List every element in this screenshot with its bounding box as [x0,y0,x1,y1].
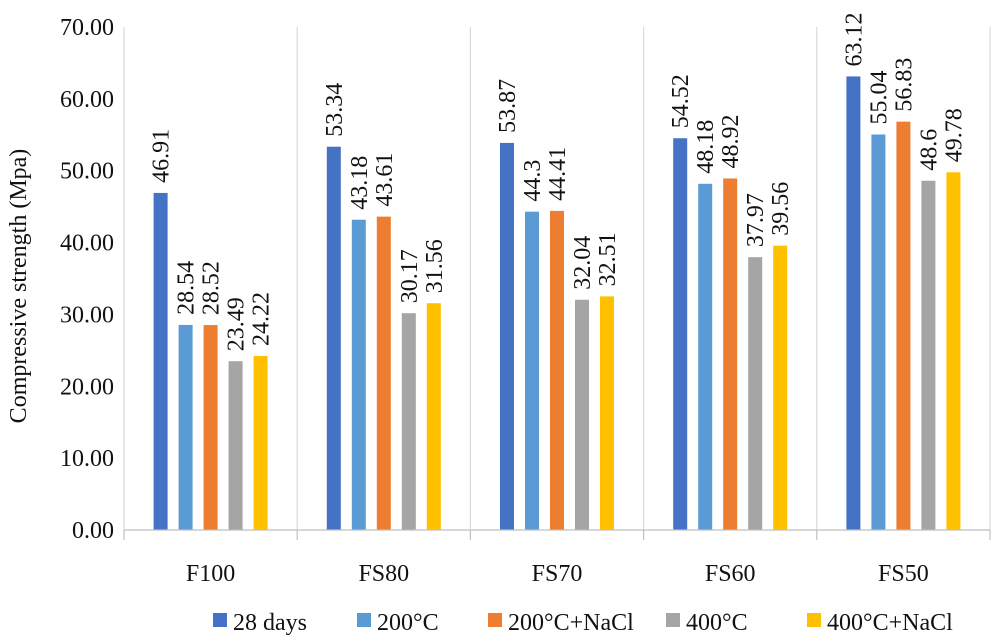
bar [153,192,168,530]
bar [376,216,391,531]
x-tick-label: FS80 [358,561,409,587]
bar [178,324,193,530]
bar [500,142,514,530]
x-tick-label: FS70 [532,561,583,587]
bar [228,361,243,530]
data-label: 55.04 [866,70,892,124]
bar [871,134,886,530]
bar [846,76,861,530]
data-label: 56.83 [891,58,917,112]
data-label: 28.52 [199,261,225,315]
legend-label: 400°C [686,610,748,636]
data-label: 44.3 [520,160,546,202]
data-label: 49.78 [941,108,967,162]
data-label: 43.18 [347,156,373,210]
grid-lines [123,27,991,530]
bar [575,299,589,530]
data-label: 23.49 [224,297,250,351]
bar [525,211,539,530]
x-tick-label: FS60 [705,561,756,587]
y-tick-label: 0.00 [72,518,114,544]
legend-swatch [213,613,227,627]
y-axis-title: Compressive strength (Mpa) [6,149,32,424]
legend-swatch [807,613,821,627]
data-label: 32.51 [595,232,621,286]
bar [748,257,763,530]
bar [600,296,614,530]
data-label: 28.54 [174,261,200,315]
y-tick-label: 30.00 [60,302,114,328]
data-label: 44.41 [545,147,571,201]
bar [203,325,218,530]
bar [351,219,366,530]
legend-swatch [488,613,502,627]
legend-swatch [666,613,680,627]
data-label: 39.56 [768,182,794,236]
x-tick-label: FS50 [878,561,929,587]
legend-label: 400°C+NaCl [827,610,953,636]
data-label: 43.61 [372,153,398,207]
data-label: 46.91 [149,129,175,183]
bar [946,172,961,530]
data-label: 48.6 [916,129,942,171]
data-label: 37.97 [743,193,769,247]
y-tick-label: 10.00 [60,446,114,472]
y-tick-label: 60.00 [60,87,114,113]
legend-label: 200°C [377,610,439,636]
y-tick-label: 20.00 [60,374,114,400]
data-label: 32.04 [570,236,596,290]
legend: 28 days 200°C 200°C+NaCl 400°C 400°C+NaCl [213,610,953,636]
data-label: 24.22 [249,292,275,346]
legend-label: 28 days [233,610,307,636]
data-label: 30.17 [397,249,423,303]
bar [401,313,416,530]
data-label: 48.18 [693,120,719,174]
legend-swatch [357,613,371,627]
bar [773,245,788,530]
bar [426,303,441,530]
bar [550,210,564,530]
data-label: 48.92 [718,114,744,168]
bar [253,355,268,530]
y-tick-label: 70.00 [60,15,114,41]
data-label: 53.87 [495,79,521,133]
bars [153,76,961,531]
legend-label: 200°C+NaCl [508,610,634,636]
data-label: 63.12 [841,12,867,66]
bar [326,146,341,531]
data-label: 54.52 [668,74,694,128]
bar [921,180,936,530]
bar [698,183,713,530]
x-tick-label: F100 [186,561,235,587]
data-label: 53.34 [322,83,348,137]
bar [896,121,911,530]
bar [673,138,688,530]
axes: 0.00 10.00 20.00 30.00 40.00 50.00 60.00 70.00 F… [60,15,991,587]
y-tick-label: 40.00 [60,231,114,257]
data-label: 31.56 [422,239,448,293]
y-tick-label: 50.00 [60,159,114,185]
bar [723,178,738,530]
